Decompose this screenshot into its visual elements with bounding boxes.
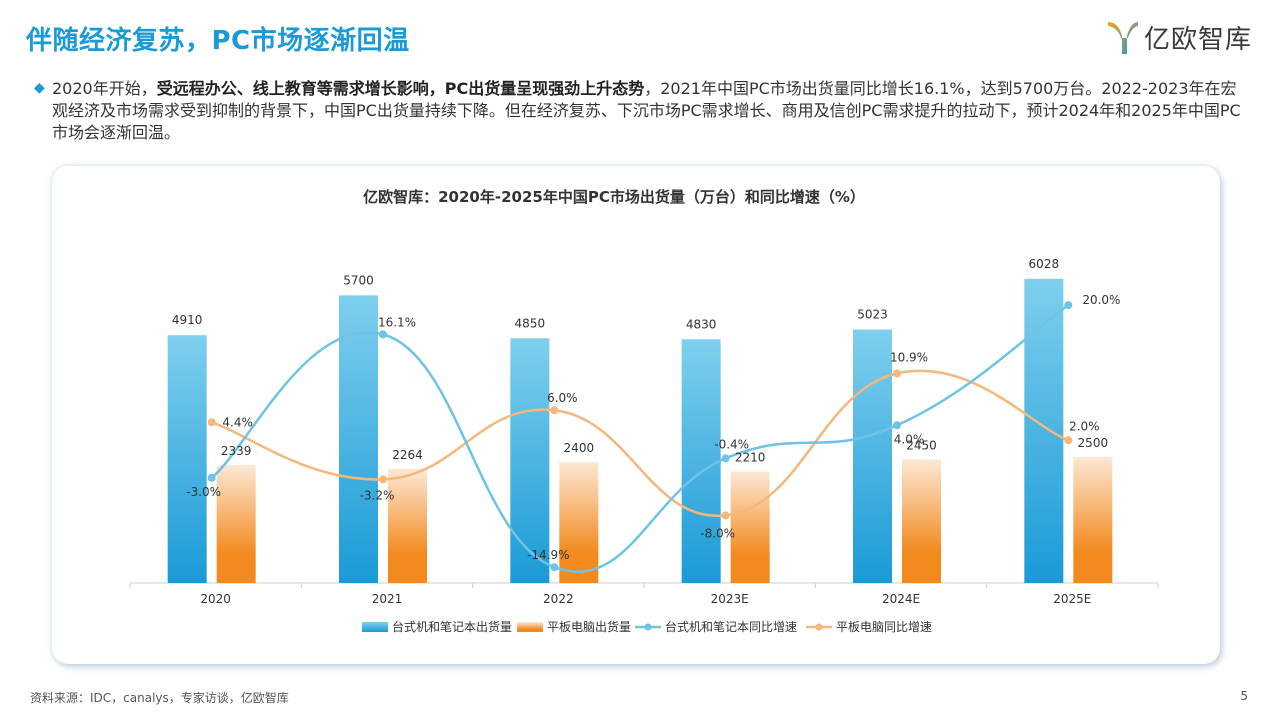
- summary-text-2: ，2021年中国PC市场出货量同比增长16.1%，达到5700万台。2022-2…: [52, 79, 1241, 142]
- logo-mark-icon: [1107, 22, 1138, 54]
- brand-logo: 亿欧智库: [1106, 18, 1252, 56]
- page-title: 伴随经济复苏，PC市场逐渐回温: [26, 26, 410, 56]
- chart-card: [52, 166, 1220, 664]
- chart-title: 亿欧智库：2020年-2025年中国PC市场出货量（万台）和同比增速（%）: [363, 188, 865, 206]
- summary-text-1: 2020年开始，: [52, 79, 157, 98]
- summary-text-bold: 受远程办公、线上教育等需求增长影响，PC出货量呈现强劲上升态势: [156, 79, 645, 98]
- logo-text: 亿欧智库: [1143, 24, 1252, 55]
- summary-paragraph: ◆ 2020年开始，受远程办公、线上教育等需求增长影响，PC出货量呈现强劲上升态…: [34, 78, 1252, 144]
- diamond-bullet-icon: ◆: [34, 80, 45, 96]
- page-number: 5: [1240, 689, 1248, 703]
- source-note: 资料来源：IDC，canalys，专家访谈，亿欧智库: [30, 691, 289, 705]
